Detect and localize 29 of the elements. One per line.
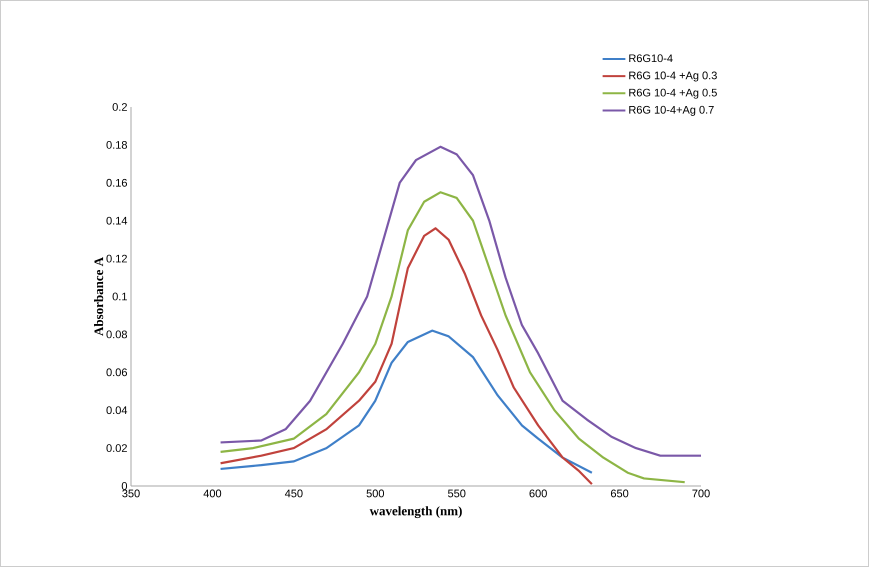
x-tick-label: 450 xyxy=(284,490,303,498)
y-axis-title: Absorbance A xyxy=(94,257,104,336)
x-axis-title: wavelength (nm) xyxy=(370,506,462,518)
legend-label: R6G 10-4 +Ag 0.5 xyxy=(629,88,717,99)
legend-label: R6G10-4 xyxy=(629,54,673,62)
line-series xyxy=(219,146,702,457)
y-tick-label: 0.08 xyxy=(106,330,127,338)
y-tick-label: 0.06 xyxy=(106,368,127,376)
x-tick-label: 600 xyxy=(530,490,547,498)
y-tick-label: 0.2 xyxy=(112,103,127,111)
y-tick-label: 0.04 xyxy=(106,406,128,414)
y-tick-label: 0 xyxy=(122,482,128,490)
x-tick-label: 700 xyxy=(692,490,710,498)
x-tick-label: 350 xyxy=(122,490,140,498)
y-tick-label: 0.02 xyxy=(106,444,127,452)
x-tick-label: 400 xyxy=(204,490,222,498)
legend-label: R6G 10-4+Ag 0.7 xyxy=(629,106,714,116)
x-tick-label: 550 xyxy=(448,490,466,498)
x-tick-label: 500 xyxy=(366,490,384,498)
legend-label: R6G 10-4 +Ag 0.3 xyxy=(629,72,717,82)
line-series xyxy=(219,330,593,474)
line-series xyxy=(219,191,686,484)
y-tick-label: 0.12 xyxy=(106,254,127,262)
y-tick-label: 0.14 xyxy=(106,216,128,225)
y-tick-label: 0.18 xyxy=(106,141,127,149)
y-tick-label: 0.1 xyxy=(112,292,127,300)
line-series xyxy=(219,227,593,486)
x-tick-label: 650 xyxy=(610,490,628,498)
y-tick-label: 0.16 xyxy=(106,178,127,187)
